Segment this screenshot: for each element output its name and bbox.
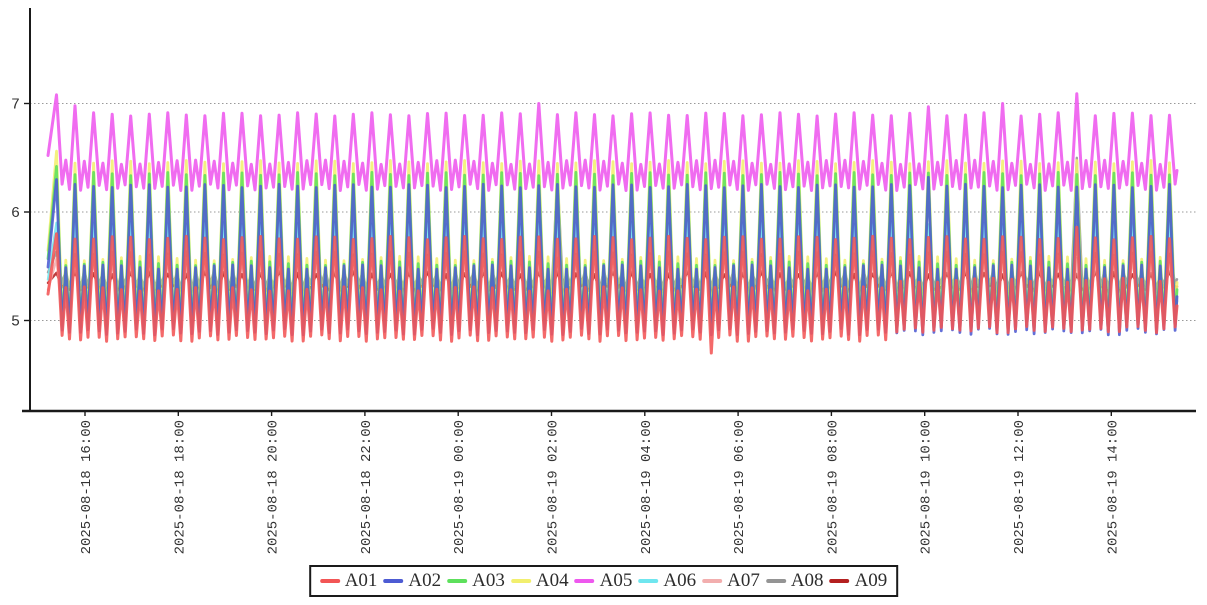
legend-item-A06: A06 <box>638 570 696 592</box>
x-tick-label-3: 2025-08-18 22:00 <box>359 420 375 554</box>
x-tick-label-7: 2025-08-19 06:00 <box>732 420 748 554</box>
legend-label-A09: A09 <box>854 570 888 591</box>
series-line-A01 <box>46 225 1179 355</box>
x-tick-label-6: 2025-08-19 04:00 <box>639 420 655 554</box>
legend-item-A03: A03 <box>447 570 505 592</box>
legend-label-A04: A04 <box>535 570 569 591</box>
legend-label-A08: A08 <box>790 570 824 591</box>
y-tick-label-6: 6 <box>11 205 20 222</box>
legend-swatch-A01 <box>319 579 340 583</box>
legend-swatch-A08 <box>765 579 786 583</box>
x-tick-label-1: 2025-08-18 18:00 <box>172 420 188 554</box>
legend-label-A06: A06 <box>663 570 697 591</box>
legend-swatch-A04 <box>510 579 531 583</box>
legend-swatch-A05 <box>574 579 595 583</box>
x-tick-label-5: 2025-08-19 02:00 <box>546 420 562 554</box>
series-line-A05 <box>46 92 1179 192</box>
legend-label-A07: A07 <box>727 570 760 591</box>
y-tick-labels: 5 6 7 <box>11 97 20 331</box>
y-tick-label-7: 7 <box>11 97 20 114</box>
legend-swatch-A07 <box>702 579 723 583</box>
legend-label-A03: A03 <box>472 570 505 591</box>
legend-swatch-A02 <box>383 579 404 583</box>
x-tick-label-2: 2025-08-18 20:00 <box>266 420 282 554</box>
y-tick-label-5: 5 <box>11 314 20 331</box>
legend-swatch-A06 <box>638 579 659 583</box>
x-tick-label-4: 2025-08-19 00:00 <box>452 420 468 554</box>
legend-label-A02: A02 <box>408 570 442 591</box>
legend-item-A05: A05 <box>574 570 633 592</box>
x-tick-label-11: 2025-08-19 14:00 <box>1105 420 1121 554</box>
legend-item-A09: A09 <box>829 570 888 592</box>
x-tick-label-0: 2025-08-18 16:00 <box>79 420 95 554</box>
legend-item-A02: A02 <box>383 570 441 592</box>
legend-swatch-A09 <box>829 579 850 583</box>
legend-item-A08: A08 <box>765 570 824 592</box>
legend-label-A05: A05 <box>599 570 633 591</box>
legend: A01 A02 A03 A04 A05 A06 A07 A08 A09 <box>308 565 899 597</box>
x-tick-label-10: 2025-08-19 12:00 <box>1012 420 1028 554</box>
legend-swatch-A03 <box>447 579 468 583</box>
x-tick-label-9: 2025-08-19 10:00 <box>919 420 935 554</box>
x-tick-label-8: 2025-08-19 08:00 <box>825 420 841 554</box>
legend-label-A01: A01 <box>344 570 378 591</box>
legend-item-A07: A07 <box>702 570 760 592</box>
legend-item-A04: A04 <box>510 570 569 592</box>
axes <box>22 8 1196 416</box>
series-lines <box>46 92 1179 355</box>
legend-item-A01: A01 <box>319 570 378 592</box>
x-tick-labels: 2025-08-18 16:00 2025-08-18 18:00 2025-08-… <box>79 420 1121 554</box>
